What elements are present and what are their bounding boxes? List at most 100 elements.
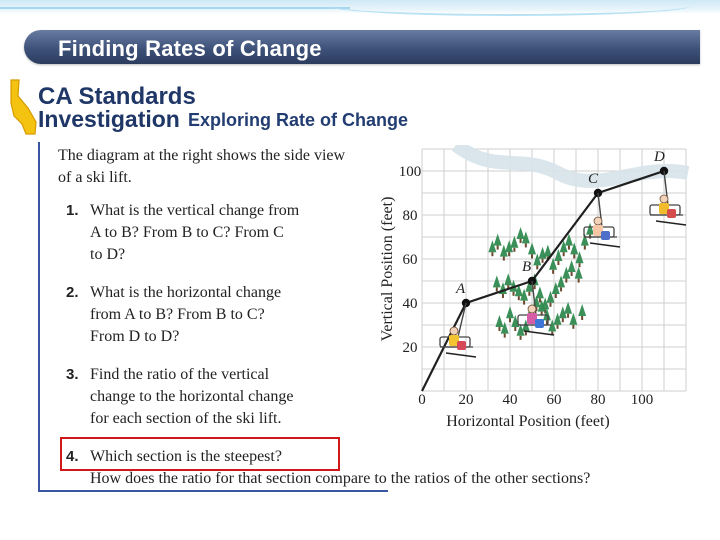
x-tick-label: 60 xyxy=(547,392,562,408)
tree-trunk xyxy=(524,331,527,336)
tree-trunk xyxy=(528,291,531,296)
tree-trunk xyxy=(573,254,576,259)
tree-mark xyxy=(546,290,555,303)
y-tick-label: 80 xyxy=(403,208,418,224)
tree-trunk xyxy=(552,269,555,274)
lift-point-label: B xyxy=(522,259,531,275)
tree-trunk xyxy=(491,252,494,257)
tree-mark xyxy=(525,279,534,292)
tree-mark xyxy=(558,306,567,319)
tree-mark xyxy=(500,321,509,334)
tree-trunk xyxy=(531,254,533,259)
tree-mark xyxy=(574,266,583,279)
x-tick-label: 100 xyxy=(631,392,654,408)
rider-head xyxy=(593,216,603,226)
rider-body xyxy=(449,335,459,346)
standards-label: CA Standards Investigation xyxy=(38,85,196,132)
tree-mark xyxy=(570,242,579,255)
tree-trunk xyxy=(554,294,557,298)
tree-trunk xyxy=(567,313,570,318)
tree-trunk xyxy=(496,245,499,250)
tree-trunk xyxy=(562,252,565,257)
tree-mark xyxy=(580,233,589,246)
rider-legs xyxy=(457,341,466,350)
question-number: 3. xyxy=(66,366,79,383)
lift-layer: A B C D xyxy=(421,149,687,392)
tree-mark xyxy=(520,288,529,301)
tree-trunk xyxy=(535,307,538,312)
left-divider xyxy=(38,142,40,492)
tree-trunk xyxy=(509,318,511,323)
ski-mark xyxy=(655,220,687,226)
tree-trunk xyxy=(545,320,548,325)
tree-trunk xyxy=(557,261,560,265)
ticks-layer: 0 20 40 60 80 100 20 40 60 80 100 xyxy=(399,164,654,408)
tree-trunk xyxy=(495,287,498,292)
y-tick-label: 40 xyxy=(403,296,418,312)
tree-mark xyxy=(516,323,525,336)
x-axis-label: Horizontal Position (feet) xyxy=(446,413,610,430)
tree-trunk xyxy=(498,327,501,331)
rider-legs xyxy=(535,319,544,328)
tree-mark xyxy=(549,257,558,270)
tree-trunk xyxy=(512,291,515,296)
tree-mark xyxy=(492,275,501,288)
tree-trunk xyxy=(577,278,580,283)
tree-trunk xyxy=(570,272,573,276)
question-number: 2. xyxy=(66,284,79,301)
tree-trunk xyxy=(523,300,526,305)
tree-trunk xyxy=(540,311,543,316)
page-title: Finding Rates of Change xyxy=(58,36,322,61)
y-axis-label: Vertical Position (feet) xyxy=(379,197,396,342)
tree-mark xyxy=(564,233,573,246)
tree-trunk xyxy=(551,331,554,336)
top-accent-arc xyxy=(330,0,690,16)
ski-lift-scenery xyxy=(451,145,690,188)
tree-trunk xyxy=(514,327,517,331)
tree-trunk xyxy=(556,324,559,329)
rider-body xyxy=(593,225,603,236)
tree-trunk xyxy=(524,243,527,248)
tree-mark xyxy=(535,286,544,299)
tree-trunk xyxy=(538,298,541,303)
tree-mark xyxy=(505,240,514,253)
tree-mark xyxy=(516,227,525,239)
ski-lift-chart: A B C D 0 20 40 60 80 100 20 40 60 80 100 Horizontal … xyxy=(379,145,690,430)
tree-trunk xyxy=(549,302,552,307)
tree-trunk xyxy=(581,316,584,320)
tree-mark xyxy=(562,266,571,279)
tree-mark xyxy=(569,312,578,325)
x-tick-label: 20 xyxy=(459,392,474,408)
tree-mark xyxy=(533,253,542,266)
highlight-box xyxy=(60,437,340,471)
rider-body xyxy=(527,313,537,324)
ski-mark xyxy=(523,330,555,336)
tree-trunk xyxy=(565,278,568,283)
question-text: Find the ratio of the vertical change to… xyxy=(90,366,294,427)
tree-mark xyxy=(511,315,520,327)
question-2: 2. What is the horizontal change from A … xyxy=(66,282,716,348)
tree-mark xyxy=(575,251,584,264)
tree-mark xyxy=(543,244,552,257)
tree-mark xyxy=(514,284,523,297)
tree-trunk xyxy=(508,252,511,257)
standards-label-line-2: Investigation xyxy=(38,106,180,132)
question-3: 3. Find the ratio of the vertical change… xyxy=(66,364,716,430)
tree-mark xyxy=(504,273,513,286)
tree-mark xyxy=(542,308,551,321)
tree-mark xyxy=(554,249,563,261)
tree-mark xyxy=(521,231,530,244)
rider-legs xyxy=(601,231,610,240)
x-tick-label: 0 xyxy=(418,392,426,408)
question-text: What is the vertical change from A to B?… xyxy=(90,202,300,263)
y-tick-label: 20 xyxy=(403,340,418,356)
x-tick-label: 80 xyxy=(591,392,606,408)
question-text: Which section is the steepest? How does … xyxy=(90,448,591,487)
tree-mark xyxy=(537,299,546,312)
question-number: 1. xyxy=(66,202,79,219)
tree-mark xyxy=(557,275,566,288)
question-1: 1. What is the vertical change from A to… xyxy=(66,200,716,266)
tree-trunk xyxy=(502,256,505,261)
ski-mark xyxy=(589,242,621,248)
tree-mark xyxy=(553,312,562,325)
